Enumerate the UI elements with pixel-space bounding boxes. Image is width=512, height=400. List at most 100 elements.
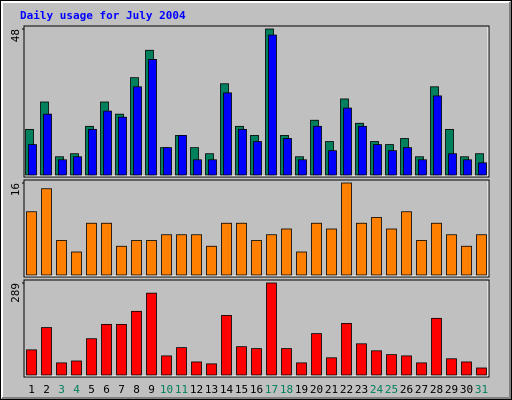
bar xyxy=(71,251,82,276)
bar xyxy=(313,125,322,176)
x-tick-label: 11 xyxy=(175,383,188,396)
x-tick-label: 28 xyxy=(430,383,443,396)
bar xyxy=(118,116,127,176)
bar xyxy=(116,245,127,276)
x-tick-label: 7 xyxy=(118,383,125,396)
bar xyxy=(26,211,37,276)
bar xyxy=(86,222,97,276)
bar xyxy=(58,159,67,176)
x-tick-label: 26 xyxy=(400,383,413,396)
bar xyxy=(326,228,337,276)
bar xyxy=(298,159,307,176)
bar xyxy=(161,234,172,276)
x-tick-label: 9 xyxy=(148,383,155,396)
bar xyxy=(373,144,382,176)
bar xyxy=(71,360,82,376)
bar xyxy=(416,240,427,276)
x-tick-label: 8 xyxy=(133,383,140,396)
bar xyxy=(206,245,217,276)
x-tick-label: 19 xyxy=(295,383,308,396)
bar xyxy=(281,348,292,376)
bar xyxy=(41,188,52,276)
bar xyxy=(446,358,457,376)
bar xyxy=(146,292,157,376)
x-tick-label: 16 xyxy=(250,383,263,396)
bar xyxy=(148,59,157,176)
bar xyxy=(476,367,487,376)
bar xyxy=(131,310,142,376)
bar xyxy=(446,234,457,276)
bar xyxy=(296,251,307,276)
bar xyxy=(461,361,472,376)
chart-title: Daily usage for July 2004 xyxy=(20,9,186,22)
bar xyxy=(56,362,67,376)
bar xyxy=(221,222,232,276)
bar xyxy=(281,228,292,276)
bar xyxy=(401,355,412,376)
x-tick-label: 24 xyxy=(370,383,384,396)
x-tick-label: 12 xyxy=(190,383,203,396)
x-tick-label: 20 xyxy=(310,383,323,396)
bar xyxy=(283,138,292,176)
bar xyxy=(478,162,487,176)
bar xyxy=(311,222,322,276)
bar xyxy=(253,141,262,176)
bar xyxy=(206,363,217,376)
x-tick-label: 23 xyxy=(355,383,368,396)
x-tick-label: 18 xyxy=(280,383,293,396)
bar xyxy=(431,222,442,276)
bar xyxy=(356,343,367,376)
bar xyxy=(416,362,427,376)
bar xyxy=(388,150,397,176)
bar xyxy=(343,107,352,176)
bar xyxy=(433,95,442,176)
bar xyxy=(73,156,82,176)
x-tick-label: 17 xyxy=(265,383,278,396)
bar xyxy=(311,333,322,376)
bar xyxy=(326,357,337,376)
bar xyxy=(101,222,112,276)
bar xyxy=(448,153,457,176)
bar xyxy=(221,315,232,376)
bar xyxy=(386,354,397,376)
bar xyxy=(163,147,172,176)
bar xyxy=(43,113,52,176)
x-tick-label: 3 xyxy=(58,383,65,396)
bar xyxy=(266,234,277,276)
bar xyxy=(41,327,52,376)
x-tick-label: 5 xyxy=(88,383,95,396)
bar xyxy=(403,147,412,176)
bar xyxy=(26,349,37,376)
bar xyxy=(103,110,112,176)
x-tick-label: 25 xyxy=(385,383,398,396)
bar xyxy=(371,350,382,376)
bar xyxy=(223,92,232,176)
x-tick-label: 30 xyxy=(460,383,473,396)
bar xyxy=(356,222,367,276)
x-tick-label: 6 xyxy=(103,383,110,396)
y-tick-label: 289 xyxy=(9,283,22,303)
bar xyxy=(161,355,172,376)
bar xyxy=(116,323,127,376)
bar xyxy=(463,159,472,176)
bar xyxy=(341,323,352,376)
bar xyxy=(56,240,67,276)
bar xyxy=(476,234,487,276)
x-tick-label: 27 xyxy=(415,383,428,396)
bar xyxy=(371,217,382,276)
x-tick-label: 15 xyxy=(235,383,248,396)
x-tick-label: 1 xyxy=(28,383,35,396)
bar xyxy=(191,361,202,376)
bar xyxy=(358,125,367,176)
x-tick-label: 31 xyxy=(475,383,488,396)
bar xyxy=(268,34,277,176)
y-tick-label: 16 xyxy=(9,183,22,196)
bar xyxy=(431,317,442,376)
bar xyxy=(401,211,412,276)
bar xyxy=(386,228,397,276)
x-tick-label: 4 xyxy=(73,383,80,396)
bar xyxy=(236,222,247,276)
